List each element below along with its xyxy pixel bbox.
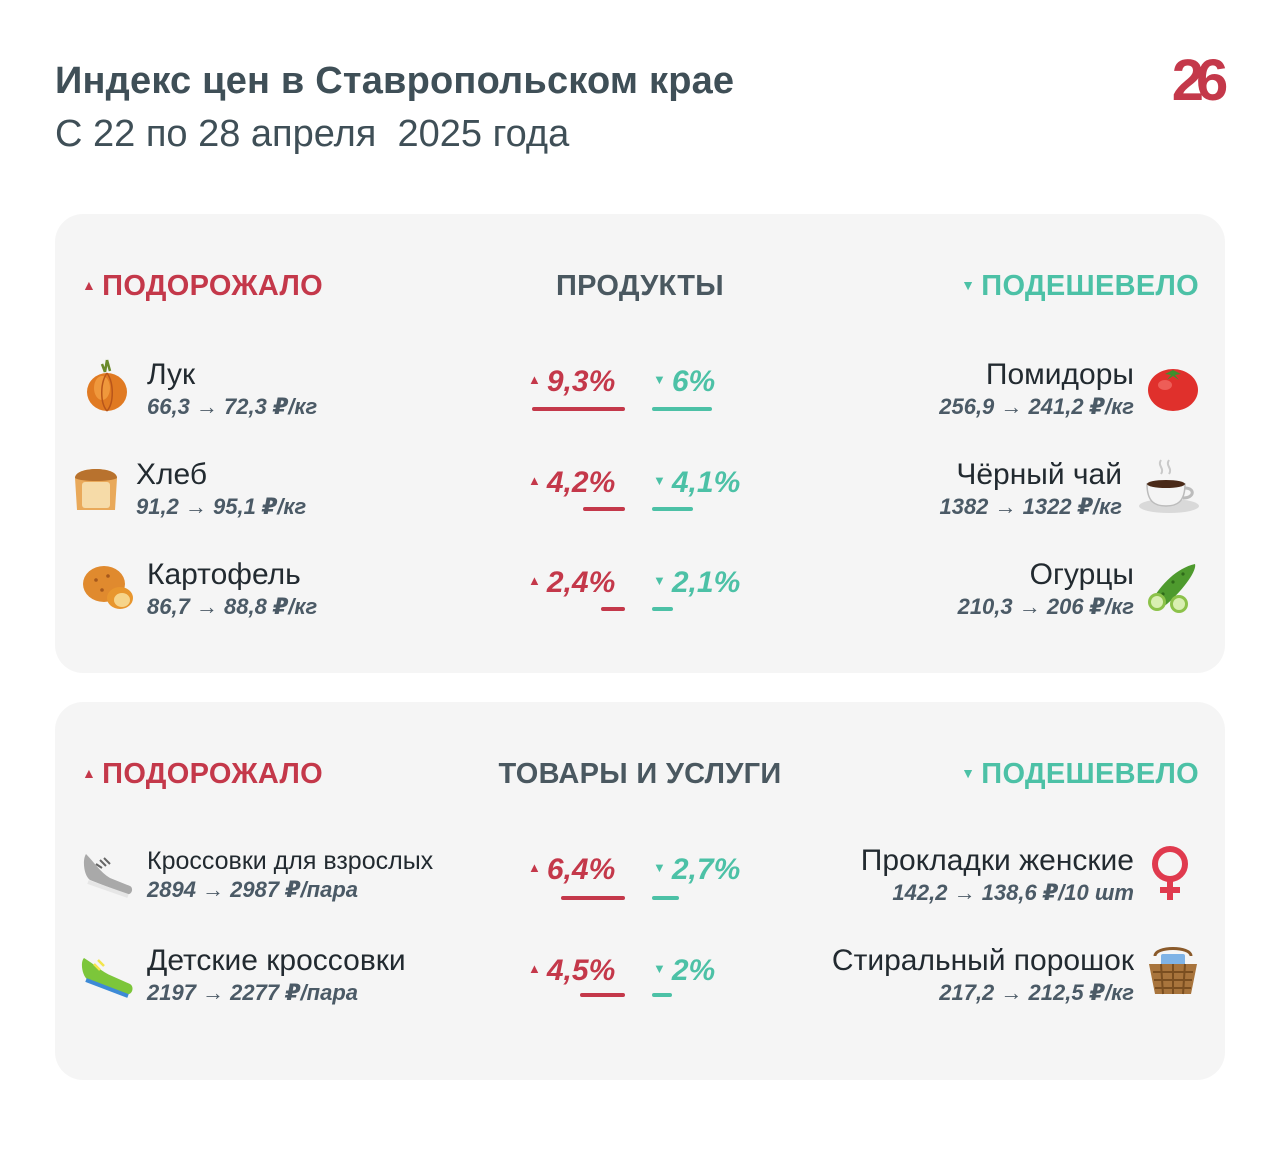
up-triangle-icon: ▲ xyxy=(528,961,541,976)
running-shoe-icon xyxy=(80,944,136,1000)
item-name: Помидоры xyxy=(985,358,1134,391)
down-triangle-icon: ▼ xyxy=(961,765,976,781)
down-triangle-icon: ▼ xyxy=(653,860,666,875)
list-item: Лук 66,3 → 72,3 ₽/кг xyxy=(80,358,480,424)
item-price: 217,2 → 212,5 ₽/кг xyxy=(939,980,1134,1005)
item-price: 86,7 → 88,8 ₽/кг xyxy=(147,594,318,619)
goods-services-card: ▲ ПОДОРОЖАЛО ТОВАРЫ И УСЛУГИ ▼ ПОДЕШЕВЕЛО … xyxy=(55,702,1225,1080)
down-triangle-icon: ▼ xyxy=(653,573,666,588)
list-item: Стиральный порошок 217,2 → 212,5 ₽/кг xyxy=(761,944,1201,1010)
page-subtitle: С 22 по 28 апреля 2025 года xyxy=(55,113,570,155)
item-price: 142,2 → 138,6 ₽/10 шт xyxy=(892,880,1134,905)
decrease-percent: ▼ 2,1% xyxy=(653,566,741,599)
item-name: Огурцы xyxy=(1029,558,1134,591)
increase-bar xyxy=(561,896,625,900)
down-triangle-icon: ▼ xyxy=(653,372,666,387)
item-price: 91,2 → 95,1 ₽/кг xyxy=(136,494,307,519)
increase-percent: ▲ 9,3% xyxy=(528,365,616,398)
increase-bar xyxy=(583,507,625,511)
female-sign-icon xyxy=(1147,844,1193,902)
list-item: Прокладки женские 142,2 → 138,6 ₽/10 шт xyxy=(781,844,1201,910)
section-title: ТОВАРЫ И УСЛУГИ xyxy=(498,758,782,790)
increase-bar xyxy=(601,607,625,611)
products-card: ▲ ПОДОРОЖАЛО ПРОДУКТЫ ▼ ПОДЕШЕВЕЛО Лук 66,… xyxy=(55,214,1225,673)
decrease-bar xyxy=(652,993,672,997)
page-title: Индекс цен в Ставропольском крае xyxy=(55,60,735,102)
section-title: ПРОДУКТЫ xyxy=(556,270,724,302)
svg-text:26: 26 xyxy=(1172,52,1227,108)
increase-percent: ▲ 4,5% xyxy=(528,954,616,987)
onion-icon xyxy=(80,358,134,416)
decrease-bar xyxy=(652,896,679,900)
increase-percent: ▲ 6,4% xyxy=(528,853,616,886)
list-item: Кроссовки для взрослых 2894 → 2987 ₽/пар… xyxy=(80,844,500,910)
fell-header: ▼ ПОДЕШЕВЕЛО xyxy=(961,758,1199,790)
up-triangle-icon: ▲ xyxy=(528,372,541,387)
item-name: Лук xyxy=(147,358,196,391)
laundry-basket-icon xyxy=(1145,944,1201,1000)
list-item: Хлеб 91,2 → 95,1 ₽/кг xyxy=(69,458,469,524)
up-triangle-icon: ▲ xyxy=(82,765,97,781)
potato-icon xyxy=(80,558,136,614)
fell-header: ▼ ПОДЕШЕВЕЛО xyxy=(961,270,1199,302)
logo-26: 26 xyxy=(1163,52,1229,108)
increase-percent: ▲ 2,4% xyxy=(528,566,616,599)
item-name: Прокладки женские xyxy=(860,844,1134,877)
decrease-percent: ▼ 6% xyxy=(653,365,716,398)
up-triangle-icon: ▲ xyxy=(528,573,541,588)
decrease-bar xyxy=(652,507,693,511)
tea-cup-icon xyxy=(1137,458,1201,516)
up-triangle-icon: ▲ xyxy=(82,277,97,293)
decrease-percent: ▼ 4,1% xyxy=(653,466,741,499)
item-name: Детские кроссовки xyxy=(147,944,406,977)
list-item: Картофель 86,7 → 88,8 ₽/кг xyxy=(80,558,480,624)
increase-bar xyxy=(532,407,625,411)
item-price: 210,3 → 206 ₽/кг xyxy=(957,594,1134,619)
decrease-percent: ▼ 2% xyxy=(653,954,716,987)
decrease-bar xyxy=(652,407,712,411)
increase-percent: ▲ 4,2% xyxy=(528,466,616,499)
item-name: Чёрный чай xyxy=(956,458,1122,491)
list-item: Помидоры 256,9 → 241,2 ₽/кг xyxy=(801,358,1201,424)
down-triangle-icon: ▼ xyxy=(961,277,976,293)
up-triangle-icon: ▲ xyxy=(528,473,541,488)
sneaker-icon xyxy=(80,844,136,900)
item-name: Хлеб xyxy=(136,458,208,491)
up-triangle-icon: ▲ xyxy=(528,860,541,875)
item-name: Кроссовки для взрослых xyxy=(147,847,434,875)
down-triangle-icon: ▼ xyxy=(653,473,666,488)
item-price: 66,3 → 72,3 ₽/кг xyxy=(147,394,318,419)
list-item: Чёрный чай 1382 → 1322 ₽/кг xyxy=(781,458,1201,524)
cucumber-icon xyxy=(1143,558,1201,616)
item-price: 256,9 → 241,2 ₽/кг xyxy=(939,394,1134,419)
tomato-icon xyxy=(1145,358,1201,414)
increase-bar xyxy=(580,993,625,997)
item-name: Картофель xyxy=(147,558,301,591)
item-price: 2197 → 2277 ₽/пара xyxy=(147,980,358,1005)
rose-header: ▲ ПОДОРОЖАЛО xyxy=(82,270,323,302)
list-item: Огурцы 210,3 → 206 ₽/кг xyxy=(801,558,1201,624)
item-name: Стиральный порошок xyxy=(831,944,1134,977)
item-price: 1382 → 1322 ₽/кг xyxy=(939,494,1122,519)
bread-icon xyxy=(69,458,123,514)
decrease-percent: ▼ 2,7% xyxy=(653,853,741,886)
list-item: Детские кроссовки 2197 → 2277 ₽/пара xyxy=(80,944,500,1010)
down-triangle-icon: ▼ xyxy=(653,961,666,976)
rose-header: ▲ ПОДОРОЖАЛО xyxy=(82,758,323,790)
item-price: 2894 → 2987 ₽/пара xyxy=(147,877,358,902)
decrease-bar xyxy=(652,607,673,611)
